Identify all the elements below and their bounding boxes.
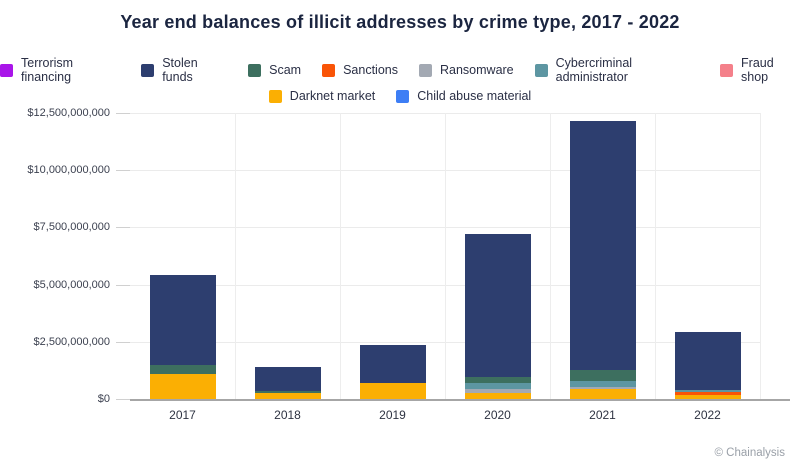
legend-label: Fraud shop xyxy=(741,56,774,84)
terrorism-financing-swatch-icon xyxy=(0,63,13,77)
v-gridline xyxy=(445,113,446,399)
darknet-market-swatch-icon xyxy=(268,89,282,103)
bar-segment-2022-cybercriminal-administrator xyxy=(674,390,741,393)
legend-item-darknet-market: Darknet market xyxy=(268,89,376,103)
bar-segment-2021-scam xyxy=(569,369,636,381)
bar-segment-2020-ransomware xyxy=(464,389,531,394)
bar-segment-2021-darknet-market xyxy=(569,388,636,399)
y-tick-mark xyxy=(116,284,130,286)
bar-segment-2022-darknet-market xyxy=(674,395,741,399)
v-gridline xyxy=(760,113,761,399)
ransomware-swatch-icon xyxy=(419,63,432,77)
x-axis-label: 2017 xyxy=(169,408,196,422)
legend-item-child-abuse-material: Child abuse material xyxy=(396,89,531,103)
x-axis-line xyxy=(130,399,790,401)
y-axis-tick-label: $10,000,000,000 xyxy=(27,164,110,177)
y-axis-tick-label: $7,500,000,000 xyxy=(33,221,110,234)
bar-segment-2022-sanctions xyxy=(674,392,741,396)
chart-title: Year end balances of illicit addresses b… xyxy=(120,12,680,32)
legend-item-stolen-funds: Stolen funds xyxy=(141,56,227,84)
bar-segment-2022-stolen-funds xyxy=(674,332,741,391)
stolen-funds-swatch-icon xyxy=(141,63,155,77)
v-gridline xyxy=(340,113,341,399)
y-tick-mark xyxy=(116,113,130,114)
legend: Terrorism financing Stolen funds Scam Sanct… xyxy=(0,56,800,103)
bar-segment-2020-darknet-market xyxy=(464,393,531,399)
legend-label: Scam xyxy=(269,63,302,77)
bar-segment-2021-ransomware xyxy=(569,386,636,389)
y-axis-tick-label: $12,500,000,000 xyxy=(27,107,110,119)
bar-segment-2017-darknet-market xyxy=(149,374,216,399)
bar-segment-2020-stolen-funds xyxy=(464,234,531,378)
legend-item-terrorism-financing: Terrorism financing xyxy=(0,56,120,84)
bar-segment-2018-darknet-market xyxy=(254,393,321,399)
legend-label: Sanctions xyxy=(343,63,398,77)
legend-item-fraud-shop: Fraud shop xyxy=(720,56,800,84)
y-axis-tick-label: $0 xyxy=(97,393,110,405)
legend-label: Cybercriminal administrator xyxy=(555,56,633,84)
bar-segment-2021-stolen-funds xyxy=(569,121,636,370)
child-abuse-material-swatch-icon xyxy=(396,89,410,103)
v-gridline xyxy=(655,113,656,399)
bar-segment-2019-stolen-funds xyxy=(359,345,426,383)
x-axis-label: 2021 xyxy=(589,408,616,422)
x-axis-label: 2022 xyxy=(694,408,721,422)
legend-label: Terrorism financing xyxy=(21,56,74,84)
bar-segment-2018-stolen-funds xyxy=(254,366,321,391)
y-axis-tick-label: $2,500,000,000 xyxy=(33,335,110,348)
y-tick-mark xyxy=(116,227,130,229)
legend-item-scam: Scam xyxy=(248,63,301,77)
bar-segment-2018-scam xyxy=(254,390,321,394)
legend-label: Child abuse material xyxy=(417,89,532,103)
y-tick-mark xyxy=(116,341,130,343)
x-axis-label: 2019 xyxy=(379,408,406,422)
y-tick-mark xyxy=(116,170,130,172)
x-axis-label: 2020 xyxy=(484,408,511,422)
bar-segment-2020-cybercriminal-administrator xyxy=(464,383,531,390)
v-gridline xyxy=(235,113,236,399)
legend-label: Stolen funds xyxy=(162,56,198,84)
cybercriminal-administrator-swatch-icon xyxy=(534,63,548,77)
bar-segment-2019-darknet-market xyxy=(359,382,426,399)
legend-item-ransomware: Ransomware xyxy=(419,63,514,77)
bar-segment-2021-cybercriminal-administrator xyxy=(569,380,636,387)
y-axis-tick-label: $5,000,000,000 xyxy=(33,278,110,291)
legend-item-sanctions: Sanctions xyxy=(322,63,398,77)
legend-label: Darknet market xyxy=(289,89,376,103)
scam-swatch-icon xyxy=(248,63,262,77)
bar-segment-2017-stolen-funds xyxy=(149,275,216,366)
x-axis-label: 2018 xyxy=(274,408,301,422)
legend-row: Terrorism financing Stolen funds Scam Sanct… xyxy=(0,56,800,84)
legend-label: Ransomware xyxy=(440,63,514,77)
sanctions-swatch-icon xyxy=(322,63,336,77)
y-tick-mark xyxy=(116,399,130,400)
v-gridline xyxy=(550,113,551,399)
bar-segment-2017-scam xyxy=(149,365,216,375)
attribution: © Chainalysis xyxy=(714,447,785,459)
legend-row: Darknet market Child abuse material xyxy=(268,89,531,103)
fraud-shop-swatch-icon xyxy=(720,63,734,77)
legend-item-cybercriminal-administrator: Cybercriminal administrator xyxy=(534,56,699,84)
bar-segment-2020-scam xyxy=(464,377,531,384)
